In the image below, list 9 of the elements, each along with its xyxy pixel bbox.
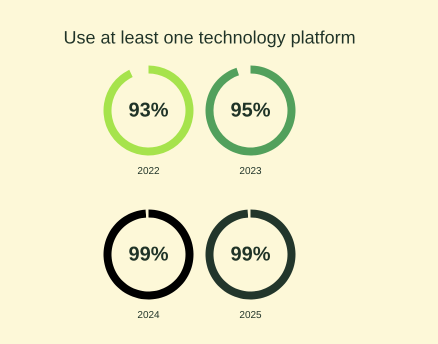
text: 2022 bbox=[137, 166, 160, 177]
data-label: 93% bbox=[128, 100, 169, 122]
text: 2023 bbox=[239, 166, 262, 177]
data-label: 99% bbox=[230, 244, 271, 266]
text: 2024 bbox=[137, 310, 160, 321]
data-label: 99% bbox=[128, 244, 169, 266]
text: 2025 bbox=[239, 310, 262, 321]
text: Use at least one technology platform bbox=[64, 28, 356, 48]
data-label: 95% bbox=[230, 100, 271, 122]
